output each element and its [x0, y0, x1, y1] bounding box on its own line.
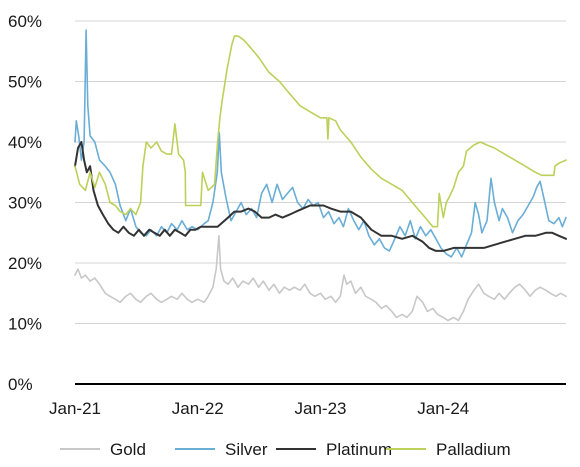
x-tick-label: Jan-21	[49, 399, 101, 418]
legend-label-palladium: Palladium	[436, 440, 511, 459]
y-tick-label: 0%	[8, 375, 33, 394]
y-tick-label: 10%	[8, 315, 42, 334]
legend: Gold Silver Platinum Palladium	[60, 440, 511, 459]
legend-label-platinum: Platinum	[326, 440, 392, 459]
series-line-silver	[74, 29, 567, 258]
y-tick-label: 30%	[8, 194, 42, 213]
series-line-platinum	[74, 141, 567, 252]
x-axis-tick-labels: Jan-21 Jan-22 Jan-23 Jan-24	[49, 399, 469, 418]
y-tick-label: 20%	[8, 254, 42, 273]
x-tick-label: Jan-24	[417, 399, 469, 418]
y-tick-label: 40%	[8, 133, 42, 152]
series-lines	[74, 29, 567, 322]
legend-label-silver: Silver	[225, 440, 268, 459]
series-line-palladium	[74, 35, 567, 228]
series-line-gold	[74, 235, 567, 322]
y-axis-tick-labels: 0% 10% 20% 30% 40% 50% 60%	[8, 12, 42, 394]
y-tick-label: 50%	[8, 73, 42, 92]
legend-label-gold: Gold	[110, 440, 146, 459]
x-tick-label: Jan-22	[172, 399, 224, 418]
gridlines	[75, 20, 566, 324]
y-tick-label: 60%	[8, 12, 42, 31]
x-tick-label: Jan-23	[295, 399, 347, 418]
